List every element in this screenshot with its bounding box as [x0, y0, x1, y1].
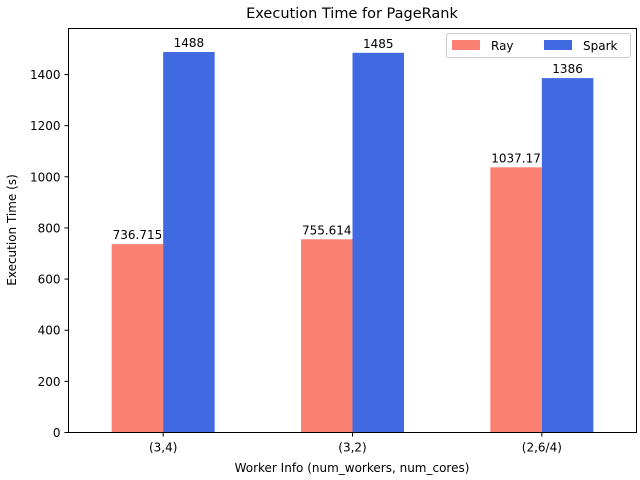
y-tick-label-2: 400 [38, 324, 61, 338]
bar-value-label-spark-0: 1488 [174, 36, 205, 50]
bar-value-label-spark-2: 1386 [552, 62, 583, 76]
x-tick-label-1: (3,2) [338, 441, 366, 455]
bar-spark-2 [541, 78, 594, 433]
bar-value-label-ray-1: 755.614 [302, 223, 352, 237]
x-tick-label-2: (2,6/4) [522, 441, 562, 455]
plot-frame [68, 28, 637, 433]
legend-swatch-spark [544, 40, 572, 50]
legend-box [446, 33, 631, 58]
bar-value-label-ray-2: 1037.17 [491, 151, 541, 165]
legend-swatch-ray [452, 40, 480, 50]
bar-labels-group: 736.715 1488 755.614 1485 1037.17 1386 [113, 36, 583, 242]
bar-spark-1 [352, 52, 404, 433]
legend-label-ray: Ray [491, 39, 514, 53]
bar-ray-0 [111, 244, 164, 433]
y-tick-label-3: 600 [38, 273, 61, 287]
y-tick-label-7: 1400 [30, 68, 61, 82]
bar-ray-1 [301, 239, 353, 433]
bar-value-label-spark-1: 1485 [363, 37, 394, 51]
y-tick-label-0: 0 [53, 426, 61, 440]
y-tick-label-5: 1000 [30, 170, 61, 184]
y-tick-label-6: 1200 [30, 119, 61, 133]
x-tick-label-0: (3,4) [149, 441, 177, 455]
bar-ray-2 [490, 167, 542, 433]
y-tick-label-1: 200 [38, 375, 61, 389]
x-axis-label: Worker Info (num_workers, num_cores) [235, 461, 470, 475]
y-axis: 0 200 400 600 800 1000 1200 1400 [30, 68, 69, 440]
bar-spark-0 [163, 52, 215, 433]
legend-label-spark: Spark [583, 39, 618, 53]
y-axis-label: Execution Time (s) [5, 174, 19, 286]
y-tick-label-4: 800 [38, 221, 61, 235]
bar-value-label-ray-0: 736.715 [113, 228, 163, 242]
chart-title: Execution Time for PageRank [246, 6, 458, 22]
bars-group [111, 52, 594, 433]
x-axis: (3,4) (3,2) (2,6/4) [149, 432, 562, 455]
legend: Ray Spark [446, 33, 631, 58]
